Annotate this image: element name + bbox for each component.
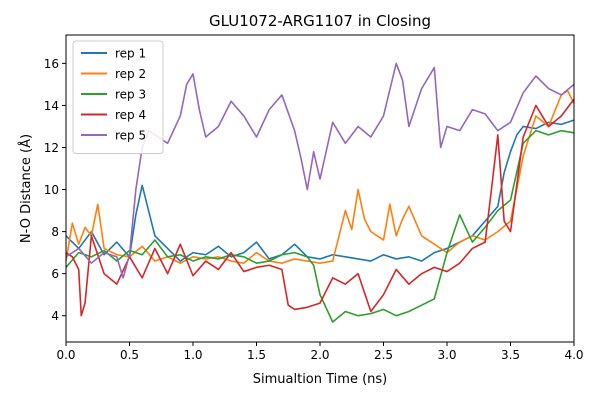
x-tick-label: 3.5 (501, 348, 520, 362)
x-axis-label: Simualtion Time (ns) (253, 372, 387, 387)
y-tick-label: 10 (44, 183, 59, 197)
x-tick-label: 2.0 (310, 348, 329, 362)
y-axis-label: N-O Distance (Å) (18, 134, 34, 243)
series-line-rep-1 (65, 119, 575, 262)
legend-label-rep-1: rep 1 (115, 47, 146, 61)
y-tick-label: 4 (51, 309, 59, 323)
series-line-rep-2 (65, 89, 575, 264)
x-tick-label: 1.0 (183, 348, 202, 362)
legend-box (72, 40, 164, 154)
x-tick-label: 0.5 (120, 348, 139, 362)
x-tick-label: 4.0 (564, 348, 583, 362)
y-tick-label: 16 (44, 57, 59, 71)
y-tick-label: 14 (44, 99, 59, 113)
y-tick-label: 6 (51, 267, 59, 281)
legend-label-rep-4: rep 4 (115, 108, 146, 122)
legend: rep 1 rep 2 rep 3 rep 4 rep 5 (72, 40, 164, 154)
x-tick-label: 1.5 (247, 348, 266, 362)
x-tick-label: 3.0 (437, 348, 456, 362)
y-axis: 4 6 8 10 12 14 16 (44, 57, 66, 323)
series-line-rep-4 (65, 98, 575, 317)
x-tick-label: 2.5 (374, 348, 393, 362)
y-tick-label: 8 (51, 225, 59, 239)
x-tick-label: 0.0 (56, 348, 75, 362)
legend-label-rep-3: rep 3 (115, 88, 146, 102)
chart-title: GLU1072-ARG1107 in Closing (209, 12, 431, 30)
legend-label-rep-5: rep 5 (115, 129, 146, 143)
x-axis: 0.0 0.5 1.0 1.5 2.0 2.5 3.0 3.5 4.0 (56, 342, 584, 362)
legend-label-rep-2: rep 2 (115, 67, 146, 81)
y-tick-label: 12 (44, 141, 59, 155)
series-line-rep-3 (65, 129, 575, 323)
